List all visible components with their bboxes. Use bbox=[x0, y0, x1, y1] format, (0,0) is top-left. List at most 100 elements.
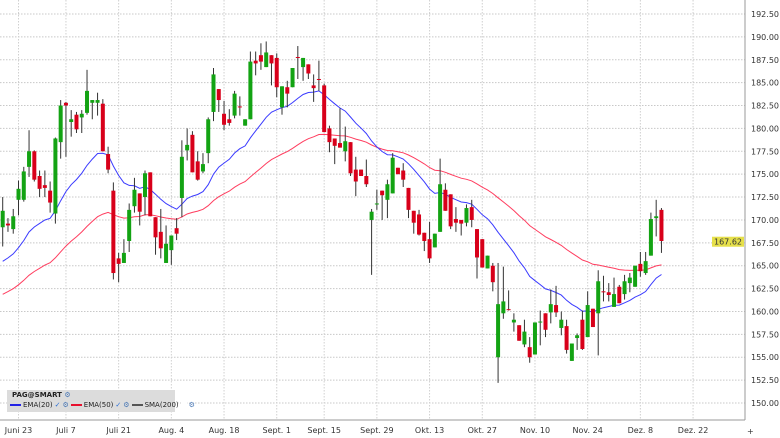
candle-body bbox=[158, 231, 163, 249]
candle-body bbox=[185, 144, 190, 151]
candle-body bbox=[5, 223, 10, 226]
candle bbox=[280, 86, 285, 115]
candle bbox=[590, 308, 595, 328]
gear-icon[interactable]: ⚙ bbox=[123, 401, 130, 409]
candle bbox=[111, 182, 116, 280]
y-tick-label: 152.50 bbox=[751, 376, 779, 385]
candle bbox=[85, 69, 90, 115]
candle-body bbox=[575, 335, 580, 339]
candle bbox=[148, 172, 153, 217]
gear-icon[interactable]: ⚙ bbox=[64, 391, 71, 399]
candle-body bbox=[243, 119, 248, 126]
candle-body bbox=[237, 106, 242, 108]
candle-body bbox=[643, 261, 648, 274]
candle bbox=[575, 333, 580, 350]
candle-body bbox=[559, 319, 564, 328]
candle-body bbox=[490, 265, 495, 283]
candle-body bbox=[316, 78, 321, 80]
candle-body bbox=[380, 190, 385, 196]
y-tick-label: 162.50 bbox=[751, 285, 779, 294]
candle-body bbox=[569, 343, 574, 361]
candle bbox=[16, 180, 21, 216]
candle-body bbox=[169, 235, 174, 251]
candle bbox=[58, 100, 63, 159]
candle-body bbox=[395, 167, 400, 175]
x-tick-label: Sept. 1 bbox=[263, 426, 291, 435]
y-tick-label: 185.00 bbox=[751, 79, 779, 88]
candle-body bbox=[258, 55, 263, 62]
candle bbox=[490, 262, 495, 292]
candle bbox=[174, 218, 179, 241]
legend-sma200-label: SMA(200) bbox=[144, 401, 179, 409]
candle-body bbox=[654, 216, 659, 219]
candle-body bbox=[285, 87, 290, 94]
candle-body bbox=[127, 209, 132, 241]
candle-body bbox=[264, 52, 269, 68]
gear-icon[interactable]: ⚙ bbox=[62, 401, 69, 409]
candle-body bbox=[27, 151, 32, 167]
candle bbox=[485, 255, 490, 269]
candle-body bbox=[601, 291, 606, 293]
candle bbox=[395, 167, 400, 175]
candle-body bbox=[427, 239, 432, 259]
candle bbox=[69, 110, 74, 137]
candle-body bbox=[580, 319, 585, 349]
candle bbox=[406, 187, 411, 219]
x-tick-label: Okt. 13 bbox=[415, 426, 444, 435]
candle-body bbox=[585, 305, 590, 338]
candle-body bbox=[137, 193, 142, 212]
candle-body bbox=[543, 313, 548, 330]
candle-body bbox=[596, 281, 601, 314]
candle-body bbox=[411, 210, 416, 223]
candle bbox=[374, 189, 379, 210]
candle bbox=[274, 53, 279, 98]
candle bbox=[327, 125, 332, 153]
candle-body bbox=[295, 57, 300, 59]
candle bbox=[132, 177, 137, 213]
candle bbox=[137, 193, 142, 226]
y-tick-label: 192.50 bbox=[751, 10, 779, 19]
gear-icon[interactable]: ⚙ bbox=[188, 401, 195, 409]
x-tick-label: Juli 21 bbox=[105, 426, 131, 435]
candle-body bbox=[606, 292, 611, 295]
sma200-swatch bbox=[131, 404, 143, 406]
candle bbox=[443, 183, 448, 211]
candle bbox=[32, 150, 37, 182]
ema50-line bbox=[2, 133, 662, 295]
candle bbox=[311, 74, 316, 102]
candle-body bbox=[417, 214, 422, 235]
x-tick-label: Juli 7 bbox=[55, 426, 76, 435]
candle-body bbox=[659, 209, 664, 241]
candle bbox=[627, 273, 632, 293]
candle bbox=[569, 343, 574, 361]
sma200-checkbox[interactable] bbox=[180, 402, 187, 408]
ema50-checkbox[interactable]: ✓ bbox=[115, 401, 122, 409]
candle-body bbox=[280, 86, 285, 108]
y-tick-label: 172.50 bbox=[751, 193, 779, 202]
candle-body bbox=[464, 208, 469, 223]
candle bbox=[42, 170, 47, 198]
candle-body bbox=[132, 189, 137, 207]
candle bbox=[643, 251, 648, 275]
x-tick-label: Juni 23 bbox=[4, 426, 32, 435]
x-tick-label: Sept. 15 bbox=[307, 426, 340, 435]
candle bbox=[517, 325, 522, 341]
candle-body bbox=[343, 141, 348, 152]
candle bbox=[606, 283, 611, 302]
candle bbox=[480, 239, 485, 268]
candle bbox=[390, 153, 395, 194]
candle-body bbox=[496, 304, 501, 358]
candle-body bbox=[58, 105, 63, 143]
y-tick-label: 190.00 bbox=[751, 33, 779, 42]
candle bbox=[580, 310, 585, 350]
candle bbox=[359, 169, 364, 177]
ema20-checkbox[interactable]: ✓ bbox=[54, 401, 61, 409]
x-tick-label: Dez. 22 bbox=[678, 426, 709, 435]
candle bbox=[385, 179, 390, 219]
candle bbox=[253, 51, 258, 76]
x-tick-label: Okt. 27 bbox=[468, 426, 497, 435]
candle-body bbox=[253, 60, 258, 64]
candle bbox=[316, 60, 321, 91]
candle-body bbox=[332, 138, 337, 146]
candle bbox=[211, 68, 216, 122]
